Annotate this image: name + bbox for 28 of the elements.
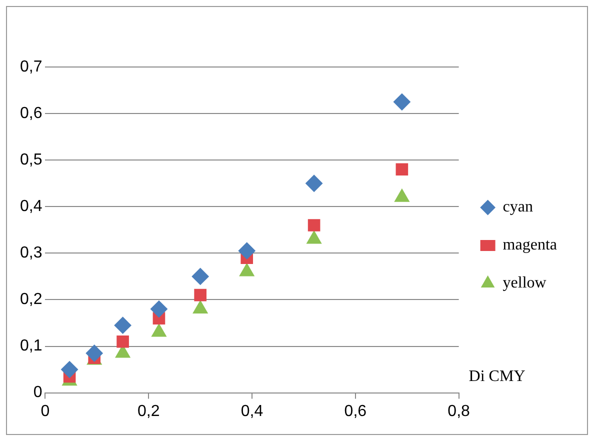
point (86, 344, 103, 362)
y-tick-label: 0,5 (20, 151, 42, 168)
point (61, 361, 78, 378)
y-tick-label: 0,4 (20, 198, 42, 216)
x-tick-label: 0,6 (344, 402, 367, 420)
point (116, 335, 129, 348)
y-tick-label: 0 (33, 384, 42, 402)
x-tick-label: 0,8 (448, 402, 470, 420)
point (393, 93, 410, 110)
legend-label: cyan (502, 198, 534, 216)
point (396, 163, 408, 176)
y-tick-label: 0,3 (20, 244, 42, 262)
point (308, 219, 320, 232)
y-tick-label: 0,1 (20, 338, 42, 355)
x-axis-title: Di CMY (468, 368, 526, 386)
point (306, 174, 323, 192)
x-tick-label: 0,4 (240, 402, 264, 420)
point (114, 316, 132, 334)
point (194, 288, 206, 302)
point (150, 300, 168, 318)
legend-label: yellow (502, 274, 547, 292)
x-tick-label: 0,2 (138, 402, 160, 420)
point (238, 242, 256, 260)
y-tick-label: 0,2 (20, 291, 42, 308)
point (192, 268, 209, 285)
legend-label: magenta (502, 236, 558, 254)
y-tick-label: 0,6 (20, 104, 42, 122)
y-tick-label: 0,7 (20, 58, 42, 76)
